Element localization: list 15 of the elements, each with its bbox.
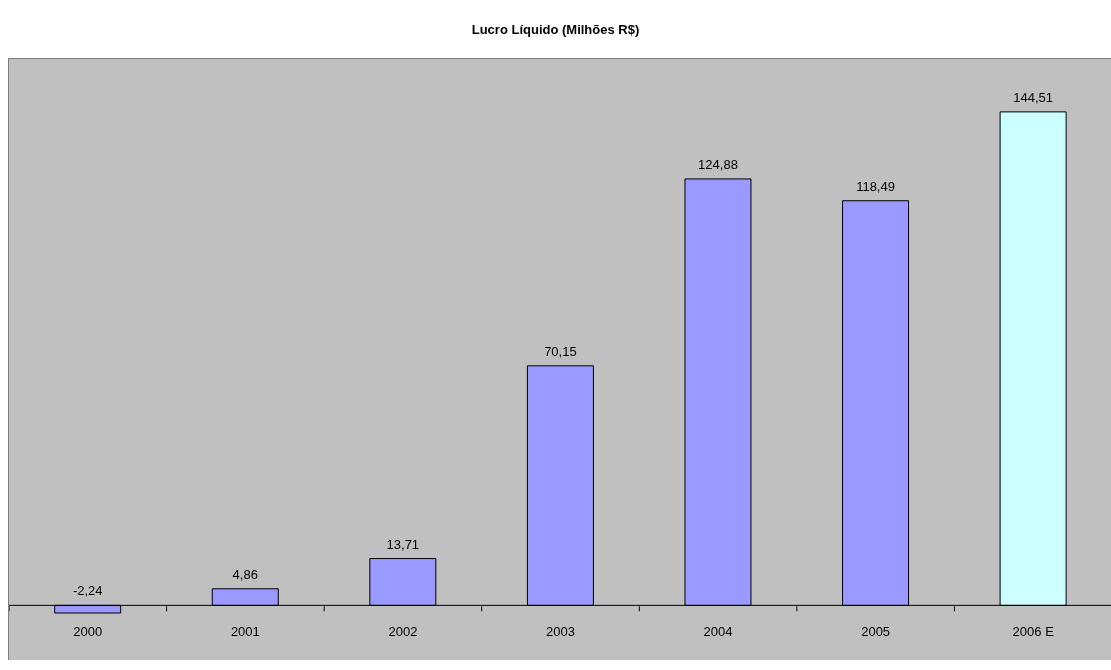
x-tick-label: 2001 xyxy=(230,624,260,640)
data-label: 118,49 xyxy=(856,178,895,194)
x-tick-label: 2000 xyxy=(73,624,103,640)
data-label: 144,51 xyxy=(1013,89,1054,105)
data-label: 13,71 xyxy=(386,536,420,552)
x-tick-label: 2006 E xyxy=(1012,624,1055,640)
data-label: -2,24 xyxy=(72,583,103,599)
x-tick-label: 2004 xyxy=(703,624,733,640)
x-tick-label: 2005 xyxy=(861,624,891,640)
data-label: 4,86 xyxy=(232,566,258,582)
chart-title: Lucro Líquido (Milhões R$) xyxy=(470,22,641,37)
x-tick-label: 2002 xyxy=(388,624,418,640)
data-label: 70,15 xyxy=(544,343,577,359)
x-tick-label: 2003 xyxy=(546,624,575,640)
data-label: 124,88 xyxy=(698,156,738,172)
